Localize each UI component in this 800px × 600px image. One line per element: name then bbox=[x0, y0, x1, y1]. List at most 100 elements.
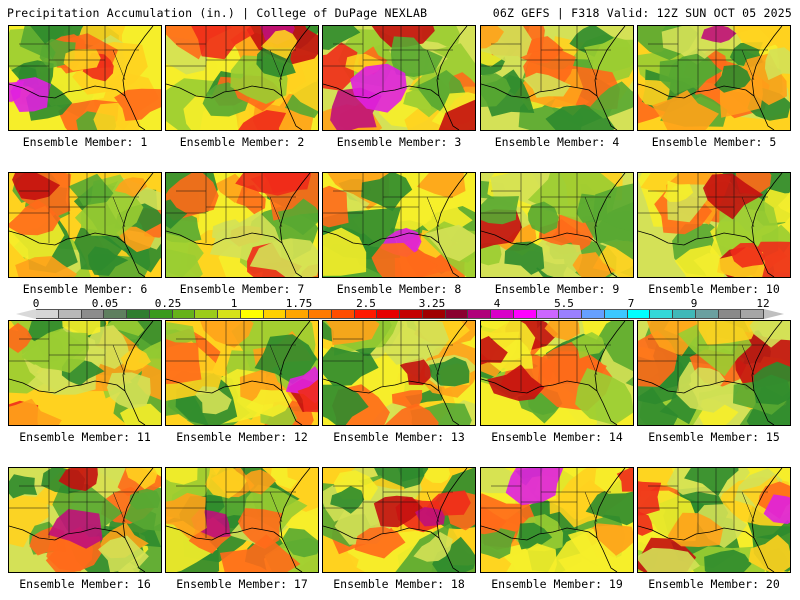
colorbar-cell bbox=[422, 310, 446, 318]
colorbar-cell bbox=[58, 310, 82, 318]
colorbar-cell bbox=[536, 310, 560, 318]
colorbar-tick-label: 0.05 bbox=[91, 297, 119, 310]
ensemble-member-map bbox=[165, 25, 319, 131]
ensemble-member-label: Ensemble Member: 5 bbox=[651, 135, 777, 149]
precip-map-graphic bbox=[638, 173, 790, 277]
colorbar-cell bbox=[627, 310, 651, 318]
colorbar-tick-label: 12 bbox=[756, 297, 770, 310]
colorbar-cell bbox=[127, 310, 150, 318]
ensemble-member-map bbox=[637, 172, 791, 278]
ensemble-member-label: Ensemble Member: 13 bbox=[333, 430, 465, 444]
ensemble-member-label: Ensemble Member: 7 bbox=[179, 282, 305, 296]
precip-map-graphic bbox=[481, 321, 633, 425]
precip-map-graphic bbox=[323, 173, 475, 277]
ensemble-member-map bbox=[8, 320, 162, 426]
colorbar-tick-label: 9 bbox=[690, 297, 698, 310]
precip-map-graphic bbox=[638, 321, 790, 425]
ensemble-member-label: Ensemble Member: 10 bbox=[648, 282, 780, 296]
colorbar-cell bbox=[400, 310, 423, 318]
colorbar-cell bbox=[354, 310, 378, 318]
ensemble-member-label: Ensemble Member: 8 bbox=[336, 282, 462, 296]
colorbar-arrow-left bbox=[16, 309, 36, 319]
header-run-info: 06Z GEFS | F318 Valid: 12Z SUN OCT 05 20… bbox=[492, 6, 792, 20]
colorbar-cell bbox=[582, 310, 605, 318]
colorbar-cell bbox=[718, 310, 742, 318]
precip-map-graphic bbox=[481, 468, 633, 572]
precip-map-graphic bbox=[9, 321, 161, 425]
ensemble-member-map bbox=[480, 25, 634, 131]
ensemble-member-label: Ensemble Member: 2 bbox=[179, 135, 305, 149]
precip-map-graphic bbox=[166, 173, 318, 277]
colorbar-cell bbox=[218, 310, 241, 318]
ensemble-member-label: Ensemble Member: 18 bbox=[333, 577, 465, 591]
colorbar-cell bbox=[104, 310, 127, 318]
colorbar-cell bbox=[741, 310, 764, 318]
ensemble-member-label: Ensemble Member: 1 bbox=[22, 135, 148, 149]
precip-map-graphic bbox=[481, 173, 633, 277]
ensemble-member-label: Ensemble Member: 4 bbox=[494, 135, 620, 149]
colorbar-cell bbox=[36, 310, 59, 318]
colorbar-tick-label: 0.25 bbox=[154, 297, 182, 310]
ensemble-member-map bbox=[165, 320, 319, 426]
precip-map-graphic bbox=[638, 468, 790, 572]
colorbar-cell bbox=[195, 310, 218, 318]
colorbar-tick-label: 5.5 bbox=[554, 297, 574, 310]
colorbar-cell bbox=[559, 310, 582, 318]
colorbar-cell bbox=[240, 310, 264, 318]
colorbar-cell bbox=[331, 310, 355, 318]
precip-map-graphic bbox=[9, 468, 161, 572]
colorbar-cell bbox=[377, 310, 400, 318]
precip-map-graphic bbox=[323, 468, 475, 572]
colorbar-tick-label: 3.25 bbox=[418, 297, 446, 310]
precip-map-graphic bbox=[481, 26, 633, 130]
colorbar-cell bbox=[286, 310, 309, 318]
colorbar-cell bbox=[695, 310, 719, 318]
ensemble-member-label: Ensemble Member: 20 bbox=[648, 577, 780, 591]
ensemble-member-map bbox=[322, 25, 476, 131]
precip-map-graphic bbox=[638, 26, 790, 130]
colorbar-cell bbox=[468, 310, 491, 318]
colorbar-arrow-right bbox=[764, 309, 784, 319]
precip-map-graphic bbox=[166, 321, 318, 425]
precip-map-graphic bbox=[166, 26, 318, 130]
colorbar-tick-label: 7 bbox=[627, 297, 635, 310]
ensemble-member-label: Ensemble Member: 9 bbox=[494, 282, 620, 296]
ensemble-member-map bbox=[480, 320, 634, 426]
colorbar-cell bbox=[650, 310, 673, 318]
precip-map-graphic bbox=[9, 26, 161, 130]
ensemble-member-map bbox=[637, 467, 791, 573]
ensemble-member-label: Ensemble Member: 12 bbox=[176, 430, 308, 444]
ensemble-member-label: Ensemble Member: 19 bbox=[491, 577, 623, 591]
colorbar-cell bbox=[172, 310, 196, 318]
ensemble-member-label: Ensemble Member: 6 bbox=[22, 282, 148, 296]
ensemble-member-label: Ensemble Member: 16 bbox=[19, 577, 151, 591]
precip-colorbar bbox=[36, 309, 764, 319]
ensemble-member-map bbox=[637, 25, 791, 131]
ensemble-member-label: Ensemble Member: 3 bbox=[336, 135, 462, 149]
ensemble-member-label: Ensemble Member: 14 bbox=[491, 430, 623, 444]
colorbar-tick-label: 1.75 bbox=[285, 297, 313, 310]
precip-map-graphic bbox=[323, 26, 475, 130]
colorbar-tick-label: 1 bbox=[230, 297, 238, 310]
colorbar-cell bbox=[513, 310, 537, 318]
ensemble-member-map bbox=[637, 320, 791, 426]
ensemble-member-map bbox=[322, 320, 476, 426]
ensemble-member-map bbox=[8, 25, 162, 131]
ensemble-member-label: Ensemble Member: 15 bbox=[648, 430, 780, 444]
ensemble-member-map bbox=[8, 172, 162, 278]
ensemble-member-map bbox=[165, 467, 319, 573]
colorbar-tick-label: 2.5 bbox=[356, 297, 376, 310]
precip-map-graphic bbox=[323, 321, 475, 425]
colorbar-cell bbox=[491, 310, 514, 318]
ensemble-member-label: Ensemble Member: 11 bbox=[19, 430, 151, 444]
ensemble-member-map bbox=[165, 172, 319, 278]
colorbar-cell bbox=[81, 310, 105, 318]
precip-map-graphic bbox=[166, 468, 318, 572]
ensemble-member-map bbox=[322, 467, 476, 573]
precip-map-graphic bbox=[9, 173, 161, 277]
header-title: Precipitation Accumulation (in.) | Colle… bbox=[7, 6, 428, 20]
ensemble-member-map bbox=[480, 467, 634, 573]
ensemble-member-map bbox=[8, 467, 162, 573]
ensemble-member-map bbox=[480, 172, 634, 278]
